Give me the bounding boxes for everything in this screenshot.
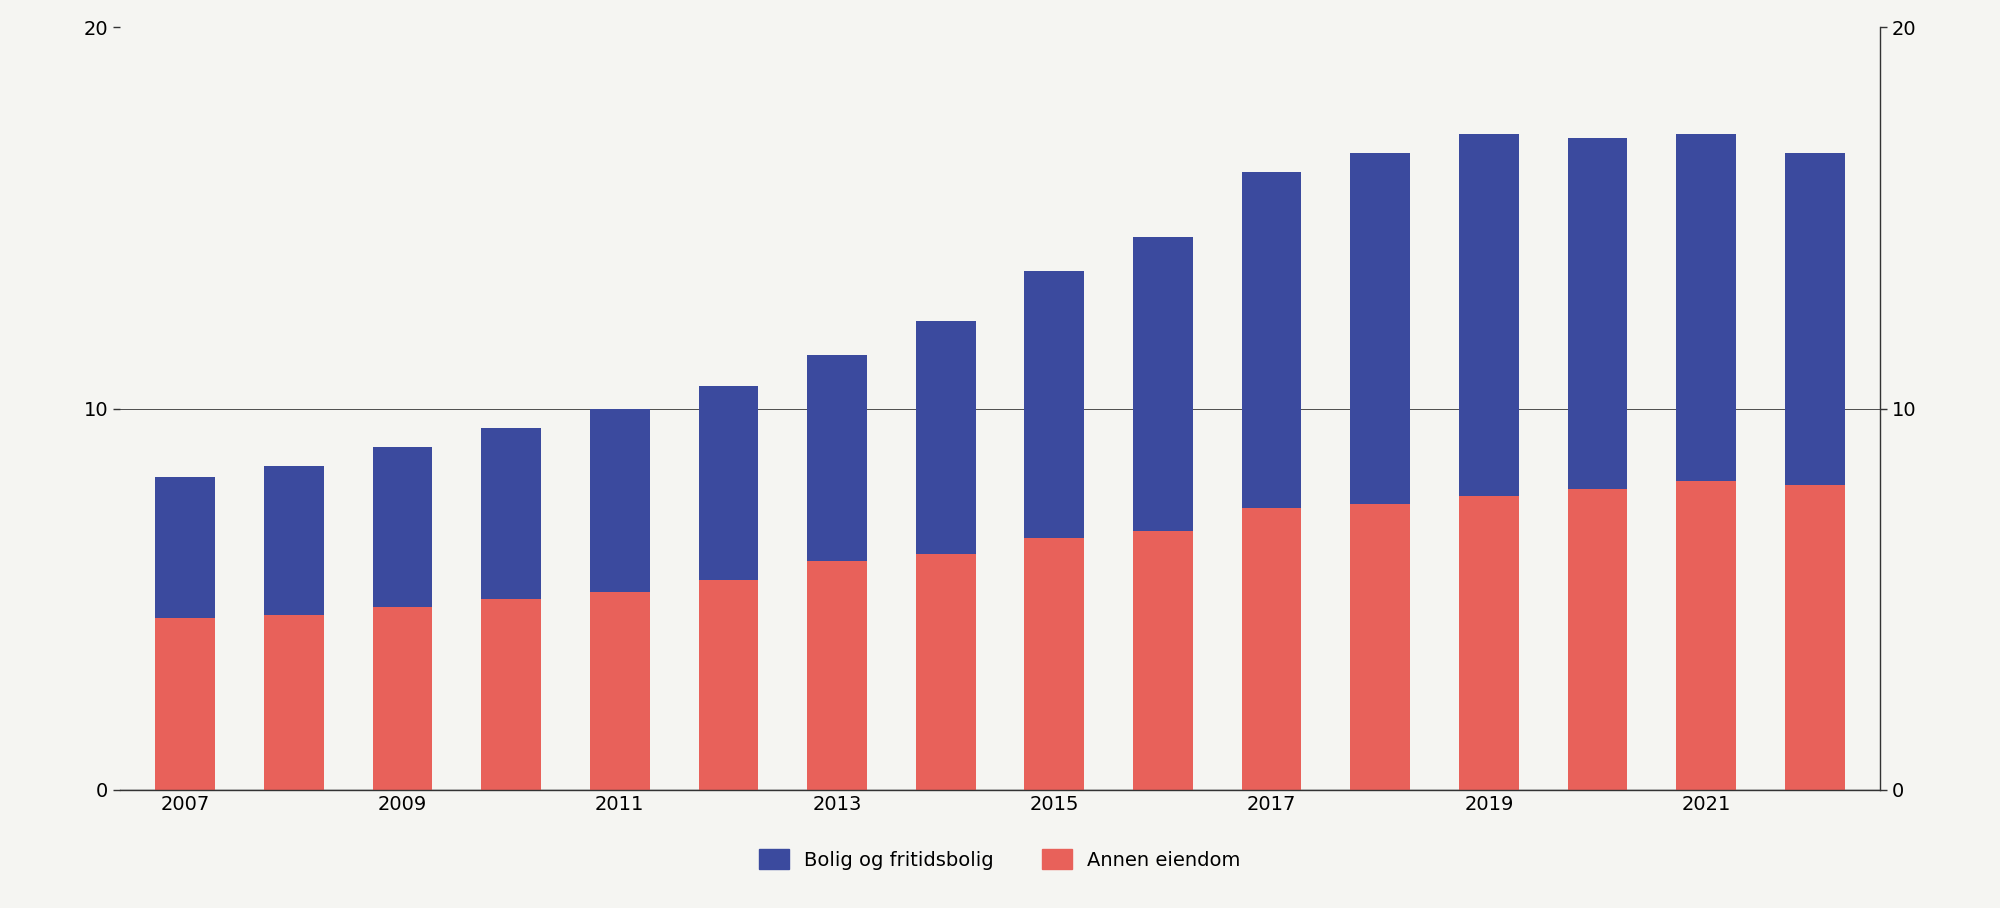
Bar (1134, 237, 1192, 530)
Bar (156, 618, 216, 790)
Bar (1460, 497, 1518, 790)
Bar (1784, 153, 1844, 485)
Bar (1676, 481, 1736, 790)
Bar (156, 478, 216, 618)
Legend: Bolig og fritidsbolig, Annen eiendom: Bolig og fritidsbolig, Annen eiendom (750, 839, 1250, 879)
Bar (916, 554, 976, 790)
Bar (482, 428, 540, 599)
Bar (808, 355, 866, 561)
Bar (1024, 271, 1084, 538)
Bar (1460, 134, 1518, 497)
Bar (1350, 153, 1410, 504)
Bar (1242, 508, 1302, 790)
Bar (1676, 134, 1736, 481)
Bar (372, 447, 432, 607)
Bar (1784, 485, 1844, 790)
Bar (482, 599, 540, 790)
Bar (698, 580, 758, 790)
Bar (1350, 504, 1410, 790)
Bar (1568, 489, 1628, 790)
Bar (264, 466, 324, 615)
Bar (372, 607, 432, 790)
Bar (698, 386, 758, 580)
Bar (264, 615, 324, 790)
Bar (1242, 173, 1302, 508)
Bar (1024, 538, 1084, 790)
Bar (1134, 530, 1192, 790)
Bar (590, 592, 650, 790)
Bar (590, 409, 650, 592)
Bar (916, 321, 976, 554)
Bar (1568, 138, 1628, 489)
Bar (808, 561, 866, 790)
